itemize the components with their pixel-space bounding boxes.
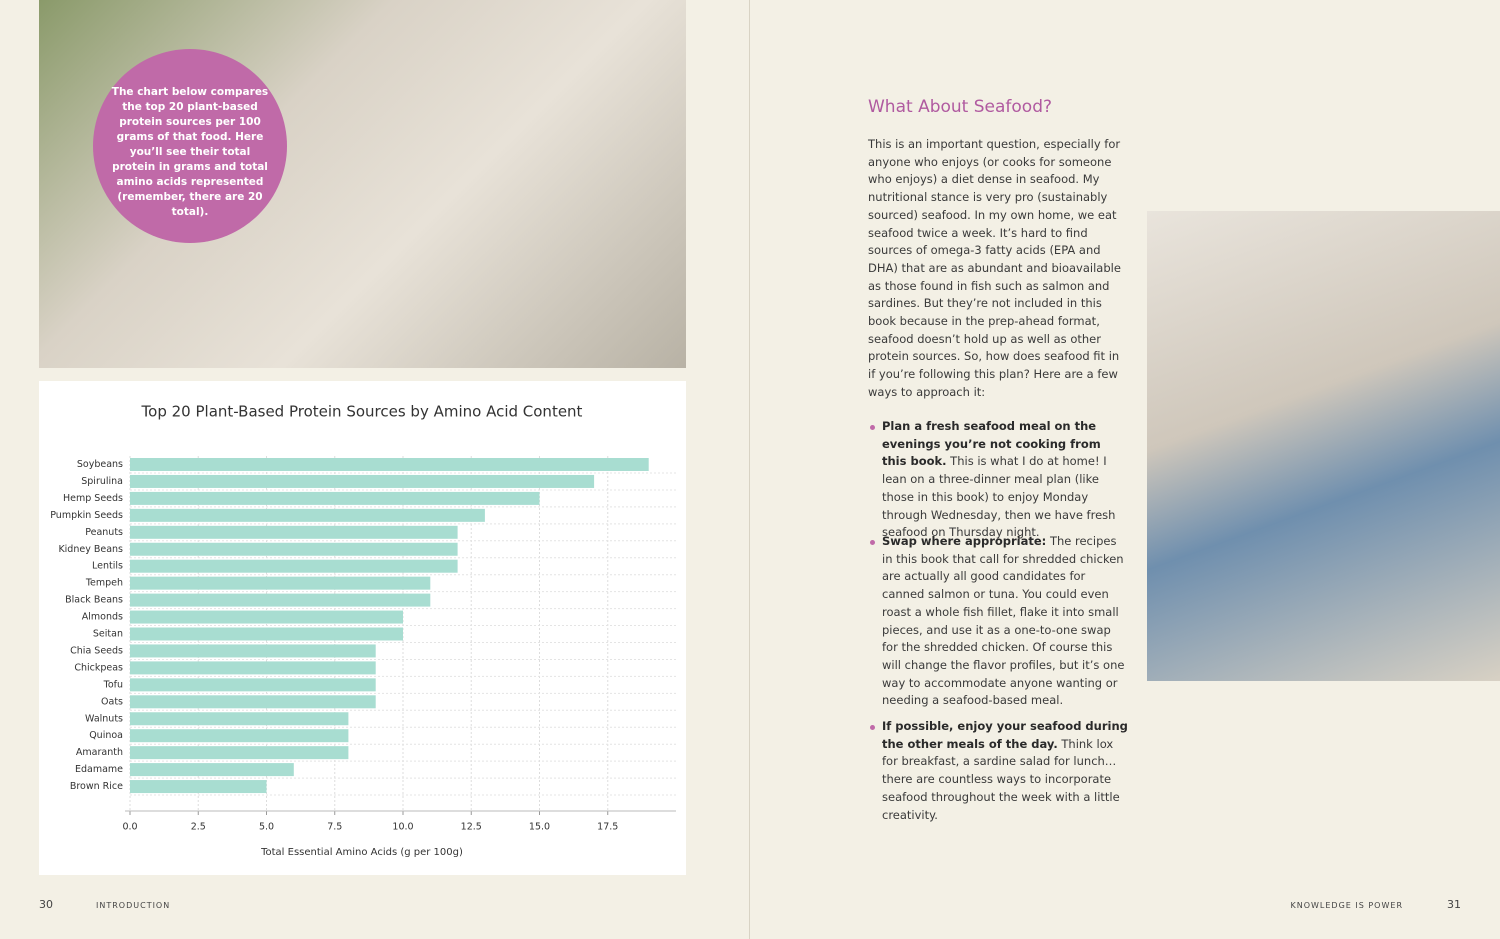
y-tick-label: Walnuts — [85, 713, 123, 724]
y-tick-label: Black Beans — [65, 595, 123, 606]
bar — [130, 593, 431, 607]
bar — [130, 525, 458, 539]
bullet-dot — [870, 725, 875, 730]
callout-circle — [93, 49, 287, 243]
bar — [130, 576, 431, 590]
bullet-bold: Swap where appropriate: — [882, 534, 1047, 548]
bar — [130, 695, 376, 709]
y-tick-label: Amaranth — [76, 747, 123, 758]
y-tick-label: Seitan — [93, 629, 123, 640]
chart-title: Top 20 Plant-Based Protein Sources by Am… — [141, 403, 583, 421]
heading: What About Seafood? — [868, 97, 1053, 117]
y-tick-label: Tofu — [103, 679, 123, 690]
bar — [130, 508, 485, 522]
page-number: 31 — [1447, 898, 1461, 911]
bar — [130, 661, 376, 675]
bar — [130, 458, 649, 471]
bar — [130, 542, 458, 556]
y-tick-label: Chia Seeds — [70, 645, 123, 656]
bar — [130, 491, 540, 505]
bar — [130, 627, 403, 641]
bullet-dot — [870, 540, 875, 545]
bar — [130, 644, 376, 658]
y-tick-label: Chickpeas — [74, 662, 123, 673]
section-name: KNOWLEDGE IS POWER — [1290, 901, 1403, 910]
portrait-photo — [1147, 211, 1500, 681]
y-tick-label: Kidney Beans — [58, 544, 123, 555]
bullet-text: This is what I do at home! I lean on a t… — [882, 454, 1116, 540]
y-tick-label: Tempeh — [85, 578, 123, 589]
x-tick-label: 7.5 — [327, 822, 342, 833]
y-tick-label: Quinoa — [89, 730, 123, 741]
y-tick-label: Spirulina — [81, 476, 123, 487]
x-tick-label: 2.5 — [191, 822, 206, 833]
bar — [130, 729, 349, 743]
x-axis-label: Total Essential Amino Acids (g per 100g) — [260, 847, 463, 858]
bullet-bold: If possible, enjoy your seafood during t… — [882, 719, 1128, 751]
bullet-text: Think lox for breakfast, a sardine salad… — [882, 736, 1120, 822]
bar — [130, 712, 349, 726]
bar — [130, 610, 403, 624]
bar — [130, 559, 458, 573]
x-tick-label: 17.5 — [597, 822, 618, 833]
page-number: 30 — [39, 898, 53, 911]
x-tick-label: 12.5 — [461, 822, 482, 833]
bar — [130, 780, 267, 794]
bullet-bold: Plan a fresh seafood meal on the evening… — [882, 419, 1101, 469]
x-tick-label: 15.0 — [529, 822, 550, 833]
paragraph: This is an important question, especiall… — [868, 137, 1121, 399]
bullet-text: The recipes in this book that call for s… — [882, 534, 1125, 708]
x-tick-label: 5.0 — [259, 822, 274, 833]
bar — [130, 678, 376, 692]
y-tick-label: Peanuts — [85, 527, 123, 538]
bar — [130, 763, 294, 777]
bullet: Swap where appropriate: The recipes in t… — [870, 533, 1128, 710]
bullet: Plan a fresh seafood meal on the evening… — [870, 418, 1128, 542]
bullet-dot — [870, 425, 875, 430]
callout-text: The chart below compares the top 20 plan… — [111, 86, 269, 218]
gutter — [749, 0, 750, 939]
chart: Top 20 Plant-Based Protein Sources by Am… — [50, 403, 676, 858]
x-tick-label: 10.0 — [392, 822, 413, 833]
x-tick-label: 0.0 — [122, 822, 137, 833]
y-tick-label: Almonds — [82, 612, 123, 623]
y-tick-label: Pumpkin Seeds — [50, 510, 123, 521]
bar — [130, 474, 595, 488]
section-name: INTRODUCTION — [96, 901, 171, 910]
bar — [130, 746, 349, 760]
bullet: If possible, enjoy your seafood during t… — [870, 718, 1128, 824]
y-tick-label: Brown Rice — [70, 781, 123, 792]
y-tick-label: Oats — [101, 696, 123, 707]
y-tick-label: Lentils — [92, 561, 123, 572]
y-tick-label: Edamame — [75, 764, 123, 775]
y-tick-label: Soybeans — [77, 459, 123, 470]
y-tick-label: Hemp Seeds — [63, 493, 123, 504]
